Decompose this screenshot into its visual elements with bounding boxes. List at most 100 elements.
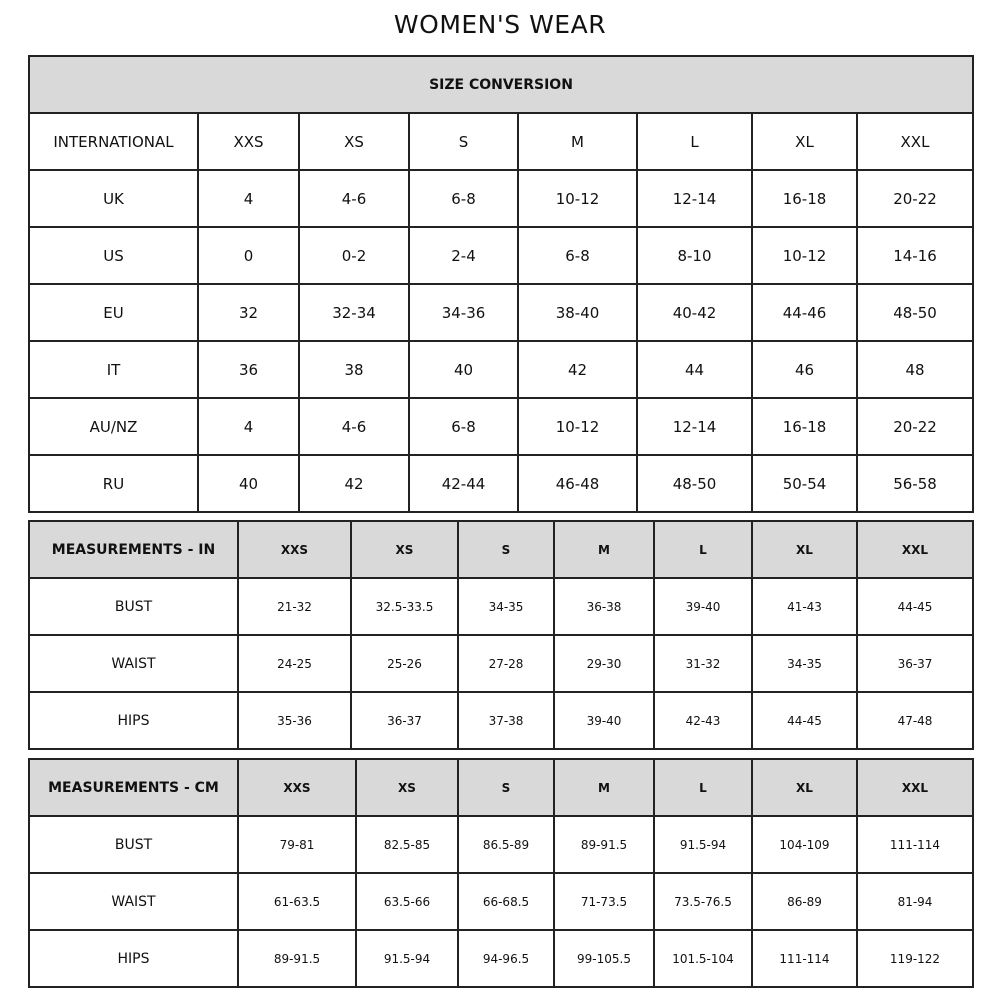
table-cell: 4 bbox=[197, 169, 300, 228]
table-cell: 48-50 bbox=[636, 454, 753, 513]
table-cell: 41-43 bbox=[751, 577, 858, 636]
table-cell: 34-36 bbox=[408, 283, 519, 342]
table-cell: 66-68.5 bbox=[457, 872, 555, 931]
table-cell: S bbox=[457, 758, 555, 817]
row-label: HIPS bbox=[28, 691, 239, 750]
table-row: BUST 79-81 82.5-85 86.5-89 89-91.5 91.5-94 104… bbox=[28, 815, 974, 874]
row-label: BUST bbox=[28, 577, 239, 636]
table-row: MEASUREMENTS - IN XXS XS S M L XL XXL bbox=[28, 520, 974, 579]
row-label: IT bbox=[28, 340, 199, 399]
table-cell: 42-43 bbox=[653, 691, 753, 750]
table-row: BUST 21-32 32.5-33.5 34-35 36-38 39-40 41-43 44… bbox=[28, 577, 974, 636]
table-cell: 89-91.5 bbox=[553, 815, 655, 874]
table-cell: 6-8 bbox=[408, 169, 519, 228]
table-cell: 4-6 bbox=[298, 397, 410, 456]
table-row: MEASUREMENTS - CM XXS XS S M L XL XXL bbox=[28, 758, 974, 817]
table-row: AU/NZ 4 4-6 6-8 10-12 12-14 16-18 20-22 bbox=[28, 397, 974, 456]
table-cell: 61-63.5 bbox=[237, 872, 357, 931]
table-cell: 46-48 bbox=[517, 454, 638, 513]
table-row: US 0 0-2 2-4 6-8 8-10 10-12 14-16 bbox=[28, 226, 974, 285]
table-cell: 38 bbox=[298, 340, 410, 399]
table-cell: 40 bbox=[408, 340, 519, 399]
table-cell: 44-45 bbox=[856, 577, 974, 636]
table-cell: S bbox=[457, 520, 555, 579]
table-cell: 73.5-76.5 bbox=[653, 872, 753, 931]
table-cell: XXL bbox=[856, 520, 974, 579]
table-cell: S bbox=[408, 112, 519, 171]
table-row: INTERNATIONAL XXS XS S M L XL XXL bbox=[28, 112, 974, 171]
size-conversion-table: SIZE CONVERSION INTERNATIONAL XXS XS S M L XL XX… bbox=[28, 55, 974, 513]
table-row: WAIST 61-63.5 63.5-66 66-68.5 71-73.5 73.5-76… bbox=[28, 872, 974, 931]
row-label: WAIST bbox=[28, 872, 239, 931]
table-cell: L bbox=[636, 112, 753, 171]
table-row: HIPS 89-91.5 91.5-94 94-96.5 99-105.5 101.5-1… bbox=[28, 929, 974, 988]
table-cell: 36 bbox=[197, 340, 300, 399]
table-cell: 56-58 bbox=[856, 454, 974, 513]
table-cell: 37-38 bbox=[457, 691, 555, 750]
table-cell: 27-28 bbox=[457, 634, 555, 693]
table-cell: 34-35 bbox=[457, 577, 555, 636]
row-label: US bbox=[28, 226, 199, 285]
table-cell: 50-54 bbox=[751, 454, 858, 513]
table-cell: 34-35 bbox=[751, 634, 858, 693]
measurements-in-table: MEASUREMENTS - IN XXS XS S M L XL XXL BUST 21-32 3… bbox=[28, 520, 974, 750]
table-row: UK 4 4-6 6-8 10-12 12-14 16-18 20-22 bbox=[28, 169, 974, 228]
table-cell: 21-32 bbox=[237, 577, 352, 636]
table-cell: XXL bbox=[856, 112, 974, 171]
table-cell: 16-18 bbox=[751, 169, 858, 228]
table-cell: 6-8 bbox=[408, 397, 519, 456]
table-cell: 44-45 bbox=[751, 691, 858, 750]
table-cell: 10-12 bbox=[517, 169, 638, 228]
table-cell: 2-4 bbox=[408, 226, 519, 285]
page-title: WOMEN'S WEAR bbox=[393, 10, 607, 39]
row-label: AU/NZ bbox=[28, 397, 199, 456]
table-cell: 111-114 bbox=[751, 929, 858, 988]
table-cell: 4-6 bbox=[298, 169, 410, 228]
table-cell: 24-25 bbox=[237, 634, 352, 693]
table-cell: 81-94 bbox=[856, 872, 974, 931]
table-cell: XXS bbox=[237, 758, 357, 817]
table-cell: 20-22 bbox=[856, 169, 974, 228]
table-cell: M bbox=[517, 112, 638, 171]
table-cell: 89-91.5 bbox=[237, 929, 357, 988]
table-cell: 104-109 bbox=[751, 815, 858, 874]
row-label: MEASUREMENTS - IN bbox=[28, 520, 239, 579]
table-cell: XXL bbox=[856, 758, 974, 817]
table-cell: 36-37 bbox=[856, 634, 974, 693]
table-heading: SIZE CONVERSION bbox=[28, 55, 974, 114]
table-cell: 16-18 bbox=[751, 397, 858, 456]
measurements-cm-table: MEASUREMENTS - CM XXS XS S M L XL XXL BUST 79-81 8… bbox=[28, 758, 974, 988]
table-cell: 29-30 bbox=[553, 634, 655, 693]
table-cell: 14-16 bbox=[856, 226, 974, 285]
table-cell: 101.5-104 bbox=[653, 929, 753, 988]
table-cell: XL bbox=[751, 520, 858, 579]
table-cell: 39-40 bbox=[553, 691, 655, 750]
table-cell: 86-89 bbox=[751, 872, 858, 931]
table-cell: 25-26 bbox=[350, 634, 459, 693]
row-label: BUST bbox=[28, 815, 239, 874]
table-cell: M bbox=[553, 758, 655, 817]
table-cell: 119-122 bbox=[856, 929, 974, 988]
table-row: RU 40 42 42-44 46-48 48-50 50-54 56-58 bbox=[28, 454, 974, 513]
table-cell: 32.5-33.5 bbox=[350, 577, 459, 636]
table-cell: XS bbox=[350, 520, 459, 579]
table-cell: 32 bbox=[197, 283, 300, 342]
row-label: UK bbox=[28, 169, 199, 228]
table-cell: 4 bbox=[197, 397, 300, 456]
table-cell: 10-12 bbox=[517, 397, 638, 456]
table-cell: 48 bbox=[856, 340, 974, 399]
row-label: HIPS bbox=[28, 929, 239, 988]
table-row: HIPS 35-36 36-37 37-38 39-40 42-43 44-45 47-48 bbox=[28, 691, 974, 750]
table-cell: 12-14 bbox=[636, 397, 753, 456]
table-cell: 91.5-94 bbox=[355, 929, 459, 988]
row-label: RU bbox=[28, 454, 199, 513]
table-row: IT 36 38 40 42 44 46 48 bbox=[28, 340, 974, 399]
row-label: WAIST bbox=[28, 634, 239, 693]
table-cell: 42-44 bbox=[408, 454, 519, 513]
table-cell: 31-32 bbox=[653, 634, 753, 693]
table-cell: 0 bbox=[197, 226, 300, 285]
row-label: MEASUREMENTS - CM bbox=[28, 758, 239, 817]
table-cell: 44-46 bbox=[751, 283, 858, 342]
table-row: EU 32 32-34 34-36 38-40 40-42 44-46 48-50 bbox=[28, 283, 974, 342]
table-cell: 48-50 bbox=[856, 283, 974, 342]
